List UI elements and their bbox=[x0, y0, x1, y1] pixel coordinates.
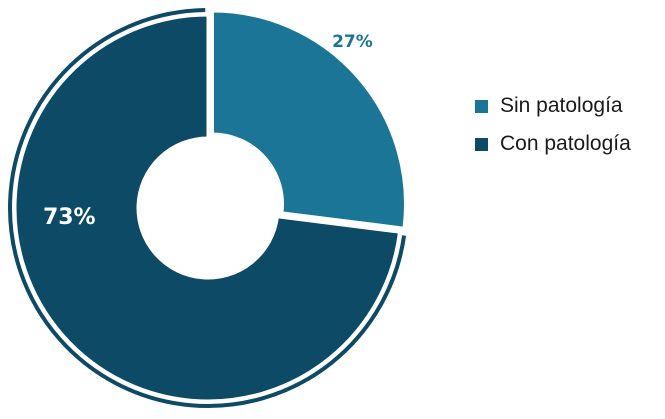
legend-label-sin-patologia: Sin patología bbox=[500, 94, 623, 117]
chart-legend: Sin patología Con patología bbox=[475, 92, 631, 168]
legend-label-con-patologia: Con patología bbox=[500, 132, 631, 155]
legend-swatch-sin-patologia bbox=[475, 99, 488, 113]
donut-slice-outline-con-patologia bbox=[8, 8, 407, 408]
legend-swatch-con-patologia bbox=[475, 137, 488, 151]
donut-slice-sin-patologia bbox=[211, 9, 407, 230]
legend-item-con-patologia: Con patología bbox=[475, 130, 631, 158]
data-label-sin-patologia: 27% bbox=[332, 32, 373, 52]
donut-slice-con-patologia bbox=[13, 13, 402, 403]
data-label-con-patologia: 73% bbox=[43, 205, 96, 230]
legend-item-sin-patologia: Sin patología bbox=[475, 92, 631, 120]
